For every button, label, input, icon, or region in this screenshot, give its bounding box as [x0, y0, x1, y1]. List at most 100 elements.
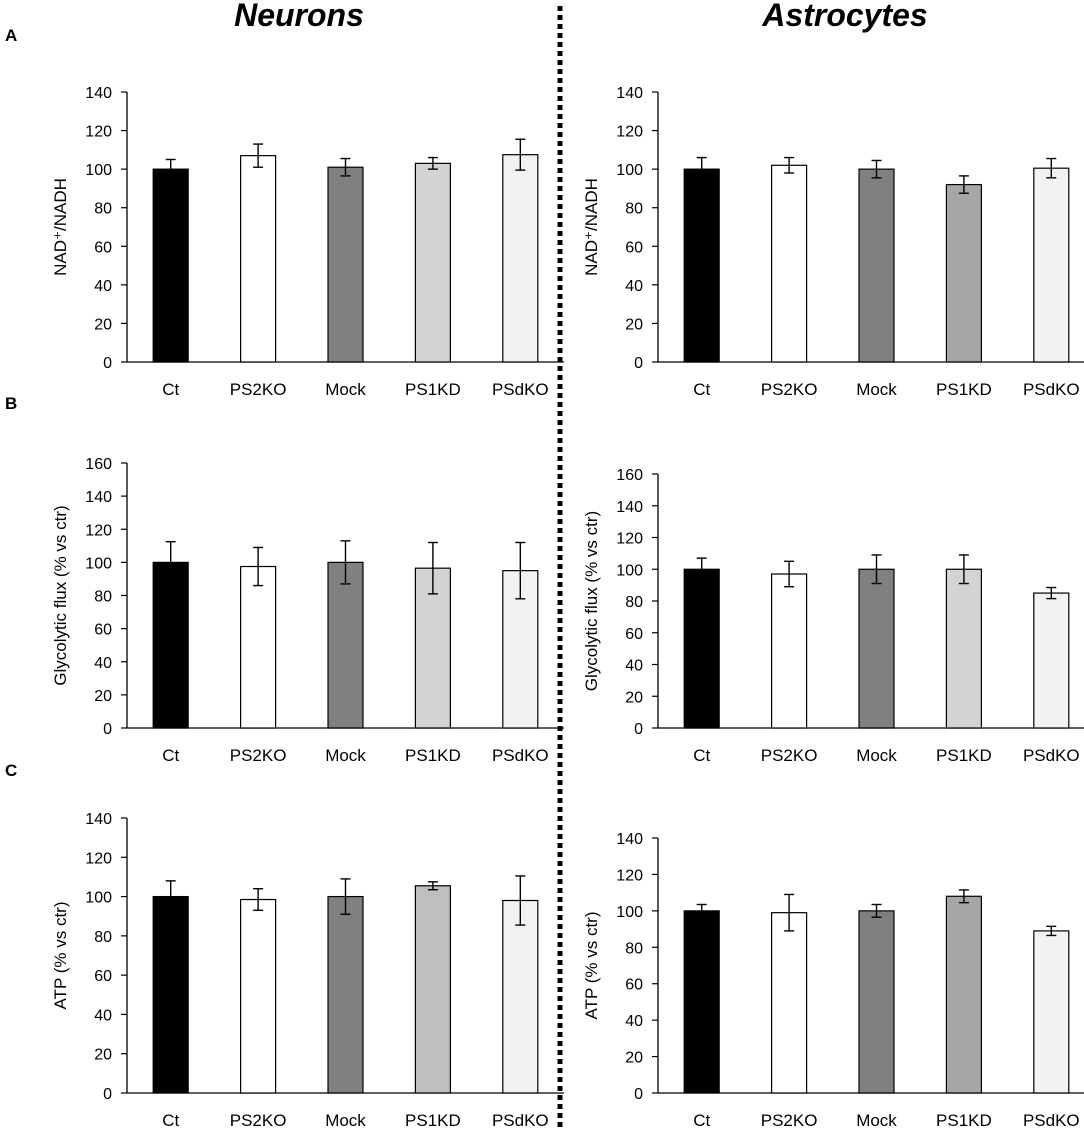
column-title-neurons: Neurons: [234, 0, 364, 33]
y-tick-label: 60: [94, 622, 112, 639]
bar-ps1kd: [414, 162, 451, 363]
bar-mock: [327, 895, 364, 1094]
x-tick-label: PS2KO: [230, 746, 287, 765]
y-tick-label: 0: [103, 1086, 112, 1103]
bar-ps2ko: [770, 912, 808, 1094]
y-axis-title: ATP (% vs ctr): [582, 912, 601, 1020]
x-tick-label: Mock: [856, 1111, 897, 1130]
y-axis-title: Glycolytic flux (% vs ctr): [582, 511, 601, 691]
bar-ps1kd: [414, 885, 451, 1094]
x-tick-label: Mock: [856, 746, 897, 765]
bar-ps1kd: [945, 183, 983, 363]
y-tick-label: 20: [94, 1047, 112, 1064]
bar-ct: [683, 910, 720, 1094]
x-tick-label: PS1KD: [405, 380, 461, 399]
x-tick-label: PS2KO: [230, 380, 287, 399]
y-tick-label: 0: [634, 355, 643, 372]
x-tick-label: PSdKO: [1023, 1111, 1080, 1130]
y-tick-label: 140: [85, 85, 112, 102]
y-tick-label: 20: [94, 688, 112, 705]
bar-psdko: [1033, 167, 1070, 363]
x-tick-label: PS1KD: [936, 1111, 992, 1130]
x-tick-label: PS2KO: [761, 380, 818, 399]
y-tick-label: 60: [625, 626, 643, 643]
y-axis-title: NAD⁺/NADH: [51, 178, 70, 276]
y-tick-label: 100: [616, 162, 643, 179]
y-tick-label: 0: [634, 1086, 643, 1103]
y-tick-label: 100: [85, 890, 112, 907]
x-tick-label: PSdKO: [1023, 380, 1080, 399]
bar-ps2ko: [240, 898, 277, 1094]
x-tick-label: Mock: [856, 380, 897, 399]
x-tick-label: PS2KO: [761, 746, 818, 765]
chart-A-astrocytes: 0 20 40 60 80 100 120 140 NAD⁺/NADH Ct PS2KO Mock PS…: [582, 85, 1084, 399]
y-tick-label: 20: [625, 689, 643, 706]
column-title-astrocytes: Astrocytes: [761, 0, 927, 33]
x-tick-label: PS1KD: [936, 746, 992, 765]
y-tick-label: 80: [625, 594, 643, 611]
y-tick-label: 120: [616, 531, 643, 548]
x-tick-label: Ct: [693, 1111, 710, 1130]
panel-letter-b: B: [5, 394, 17, 413]
bar-mock: [858, 910, 895, 1094]
x-tick-label: Ct: [693, 380, 710, 399]
y-tick-label: 0: [103, 721, 112, 738]
chart-C-neurons: 0 20 40 60 80 100 120 140 ATP (% vs ctr) Ct PS2KO M…: [51, 811, 564, 1130]
y-axis-title: NAD⁺/NADH: [582, 178, 601, 276]
y-tick-label: 140: [85, 811, 112, 828]
x-tick-label: Ct: [162, 380, 179, 399]
bar-ps2ko: [240, 565, 277, 729]
y-tick-label: 20: [625, 316, 643, 333]
y-tick-label: 140: [616, 85, 643, 102]
y-tick-label: 0: [634, 721, 643, 738]
y-tick-label: 120: [85, 850, 112, 867]
x-tick-label: Mock: [325, 1111, 366, 1130]
bar-mock: [327, 561, 364, 729]
y-tick-label: 100: [85, 555, 112, 572]
y-tick-label: 80: [94, 589, 112, 606]
y-tick-label: 80: [625, 940, 643, 957]
bar-ps2ko: [770, 164, 808, 363]
bar-ct: [683, 568, 720, 729]
y-tick-label: 120: [85, 124, 112, 141]
y-tick-label: 60: [94, 968, 112, 985]
y-tick-label: 100: [616, 904, 643, 921]
x-tick-label: PS1KD: [936, 380, 992, 399]
y-tick-label: 60: [94, 239, 112, 256]
bar-mock: [327, 166, 364, 363]
y-tick-label: 140: [616, 499, 643, 516]
x-tick-label: Mock: [325, 380, 366, 399]
y-tick-label: 120: [616, 124, 643, 141]
chart-C-astrocytes: 0 20 40 60 80 100 120 140 ATP (% vs ctr) Ct PS2KO M…: [582, 831, 1084, 1130]
x-tick-label: PSdKO: [1023, 746, 1080, 765]
x-tick-label: PS2KO: [230, 1111, 287, 1130]
x-tick-label: PSdKO: [492, 1111, 549, 1130]
y-tick-label: 40: [625, 658, 643, 675]
chart-A-neurons: 0 20 40 60 80 100 120 140 NAD⁺/NADH Ct PS2KO Mock PS…: [51, 85, 564, 399]
bar-ps1kd: [414, 567, 451, 729]
y-tick-label: 80: [94, 929, 112, 946]
y-tick-label: 40: [94, 1007, 112, 1024]
chart-B-neurons: 0 20 40 60 80 100 120 140 160 Glycolytic flux (% …: [51, 456, 564, 765]
y-tick-label: 120: [616, 867, 643, 884]
y-tick-label: 160: [616, 467, 643, 484]
bar-ps1kd: [945, 895, 983, 1094]
panel-letter-a: A: [5, 26, 17, 45]
y-axis-title: ATP (% vs ctr): [51, 902, 70, 1010]
x-tick-label: Ct: [693, 746, 710, 765]
x-tick-label: PS1KD: [405, 1111, 461, 1130]
x-tick-label: PSdKO: [492, 380, 549, 399]
y-tick-label: 140: [85, 489, 112, 506]
plots-layer: 0 20 40 60 80 100 120 140 NAD⁺/NADH Ct PS2KO Mock PS…: [51, 85, 1084, 1130]
y-tick-label: 40: [625, 1013, 643, 1030]
y-tick-label: 80: [625, 201, 643, 218]
bar-psdko: [502, 899, 539, 1094]
y-tick-label: 40: [625, 278, 643, 295]
bar-ct: [152, 561, 189, 729]
x-tick-label: Mock: [325, 746, 366, 765]
y-tick-label: 20: [94, 316, 112, 333]
bar-psdko: [1033, 592, 1070, 729]
x-tick-label: PSdKO: [492, 746, 549, 765]
x-tick-label: Ct: [162, 1111, 179, 1130]
